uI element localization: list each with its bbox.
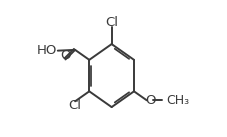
Text: HO: HO [37, 44, 57, 57]
Text: CH₃: CH₃ [165, 94, 188, 107]
Text: Cl: Cl [105, 16, 118, 29]
Text: O: O [60, 49, 70, 62]
Text: O: O [144, 94, 155, 107]
Text: Cl: Cl [67, 99, 80, 112]
